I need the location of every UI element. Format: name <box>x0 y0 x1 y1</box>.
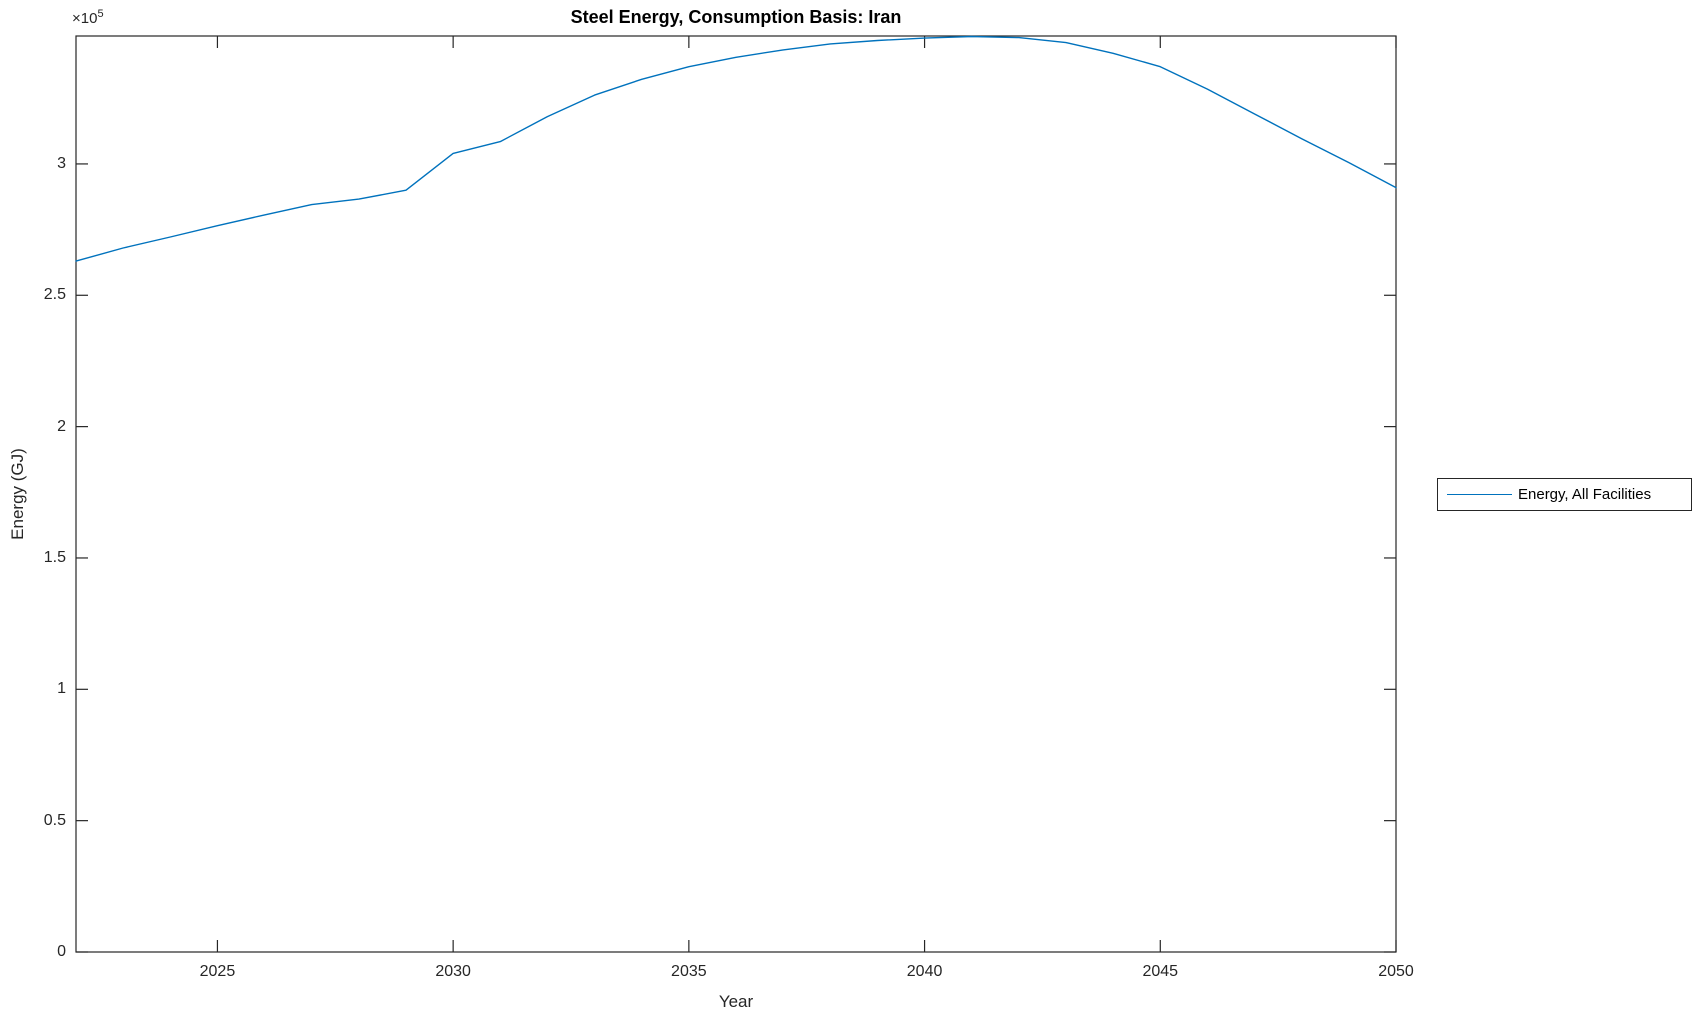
legend-line-icon <box>1447 494 1512 495</box>
y-axis-exponent-label: ×105 <box>72 8 104 27</box>
x-tick-label: 2030 <box>435 963 471 980</box>
y-axis-label: Energy (GJ) <box>8 448 27 540</box>
y-tick-label: 0.5 <box>43 811 66 829</box>
y-tick-label: 1 <box>57 680 66 698</box>
energy-series-line <box>75 35 1397 262</box>
y-tick-label: 1.5 <box>43 548 66 566</box>
chart-title: Steel Energy, Consumption Basis: Iran <box>570 7 902 27</box>
axes-box <box>75 35 1397 953</box>
legend: Energy, All Facilities <box>1437 478 1692 511</box>
legend-entry-label: Energy, All Facilities <box>1518 486 1652 503</box>
x-tick-label: 2040 <box>906 963 943 980</box>
y-tick-label: 2 <box>57 417 66 435</box>
x-tick-label: 2025 <box>199 963 236 980</box>
tick-marks <box>76 36 1397 953</box>
x-tick-label: 2035 <box>671 963 707 980</box>
x-tick-label: 2045 <box>1142 963 1179 980</box>
y-tick-label: 3 <box>57 154 66 172</box>
x-axis-label: Year <box>718 992 754 1011</box>
exponent-base: ×10 <box>72 10 98 27</box>
y-tick-label: 2.5 <box>43 286 66 304</box>
x-tick-label: 2050 <box>1378 963 1414 980</box>
y-tick-label: 0 <box>57 943 66 960</box>
exponent-power: 5 <box>97 8 104 20</box>
